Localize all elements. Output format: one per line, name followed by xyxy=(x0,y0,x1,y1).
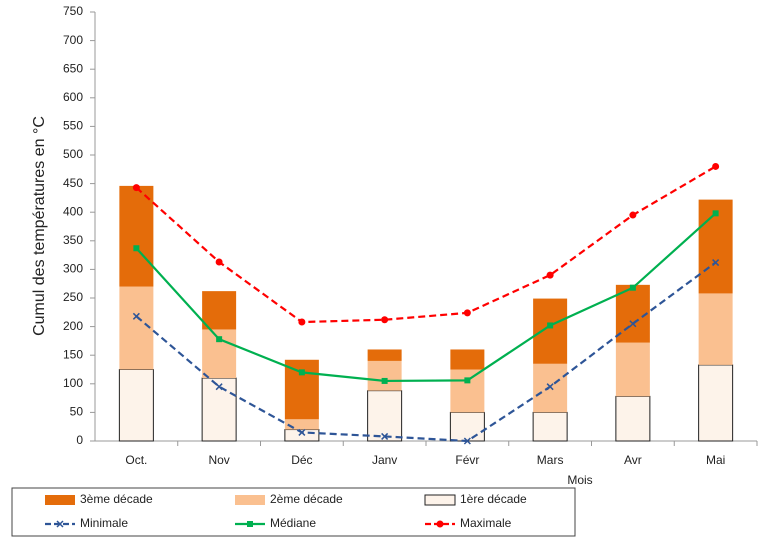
y-tick-label: 450 xyxy=(63,176,83,190)
bar-segment xyxy=(119,286,154,370)
bar-segment xyxy=(202,291,237,330)
y-tick-label: 300 xyxy=(63,262,83,276)
line-marker xyxy=(629,284,636,291)
y-tick-label: 550 xyxy=(63,119,83,133)
y-tick-label: 150 xyxy=(63,347,83,361)
y-tick-label: 100 xyxy=(63,376,83,390)
series-line xyxy=(135,212,717,383)
line-marker xyxy=(629,320,637,328)
y-tick-label: 200 xyxy=(63,319,83,333)
line-marker xyxy=(712,259,720,267)
bar-segment xyxy=(367,360,402,391)
bar-segment xyxy=(615,342,650,397)
legend-label: 2ème décade xyxy=(270,492,343,506)
x-tick-label: Déc xyxy=(291,453,312,467)
bar-segment xyxy=(284,419,319,430)
line-marker xyxy=(712,162,720,170)
line-marker xyxy=(436,520,444,528)
y-tick-label: 0 xyxy=(76,433,83,447)
y-tick-label: 600 xyxy=(63,90,83,104)
legend-swatch xyxy=(235,495,265,505)
bar-segment xyxy=(367,390,403,442)
legend-swatch xyxy=(424,494,456,506)
series-line xyxy=(135,261,717,443)
x-tick-label: Févr xyxy=(455,453,479,467)
line-marker xyxy=(215,383,223,391)
line-marker xyxy=(215,258,223,266)
x-tick-label: Mai xyxy=(706,453,725,467)
legend-label: 3ème décade xyxy=(80,492,153,506)
line-marker xyxy=(629,211,637,219)
line-marker xyxy=(464,377,471,384)
bar-segment xyxy=(615,395,651,442)
y-tick-label: 650 xyxy=(63,61,83,75)
line-marker xyxy=(56,520,64,528)
bar-segment xyxy=(533,363,568,413)
y-tick-label: 400 xyxy=(63,204,83,218)
line-marker xyxy=(132,184,140,192)
bar-segment xyxy=(698,293,733,365)
y-tick-label: 500 xyxy=(63,147,83,161)
bar-segment xyxy=(532,411,568,442)
line-marker xyxy=(381,377,388,384)
y-tick-label: 700 xyxy=(63,33,83,47)
bar-segment xyxy=(533,298,568,364)
bar-segment xyxy=(450,349,485,370)
x-tick-label: Mars xyxy=(537,453,564,467)
y-tick-label: 350 xyxy=(63,233,83,247)
line-marker xyxy=(133,245,140,252)
line-marker xyxy=(463,309,471,317)
y-tick-label: 50 xyxy=(70,405,84,419)
bar-segment xyxy=(698,364,734,442)
line-marker xyxy=(298,318,306,326)
bar-segment xyxy=(450,369,485,413)
legend-box xyxy=(11,487,576,537)
x-tick-label: Avr xyxy=(624,453,642,467)
line-marker xyxy=(546,383,554,391)
bar-segment xyxy=(118,369,154,442)
line-marker xyxy=(298,428,306,436)
line-marker xyxy=(463,437,471,445)
bar-segment xyxy=(449,411,485,442)
line-marker xyxy=(216,336,223,343)
legend-label: Maximale xyxy=(460,516,512,530)
bar-segment xyxy=(119,185,154,287)
x-axis-label: Mois xyxy=(567,473,592,487)
legend-label: Minimale xyxy=(80,516,128,530)
series-line xyxy=(135,165,717,324)
bar-segment xyxy=(615,284,650,343)
line-marker xyxy=(712,210,719,217)
legend-label: 1ère décade xyxy=(460,492,527,506)
line-marker xyxy=(381,316,389,324)
bar-segment xyxy=(367,349,402,361)
x-tick-label: Janv xyxy=(372,453,397,467)
y-tick-label: 750 xyxy=(63,4,83,18)
y-axis-label: Cumul des températures en °C xyxy=(31,116,48,336)
y-tick-label: 250 xyxy=(63,290,83,304)
x-tick-label: Oct. xyxy=(125,453,147,467)
line-marker xyxy=(381,432,389,440)
line-marker xyxy=(298,369,305,376)
bar-segment xyxy=(201,377,237,442)
line-marker xyxy=(546,271,554,279)
line-marker xyxy=(547,322,554,329)
line-marker xyxy=(247,521,253,527)
line-marker xyxy=(132,312,140,320)
legend-swatch xyxy=(45,495,75,505)
x-tick-label: Nov xyxy=(208,453,229,467)
legend-label: Médiane xyxy=(270,516,316,530)
